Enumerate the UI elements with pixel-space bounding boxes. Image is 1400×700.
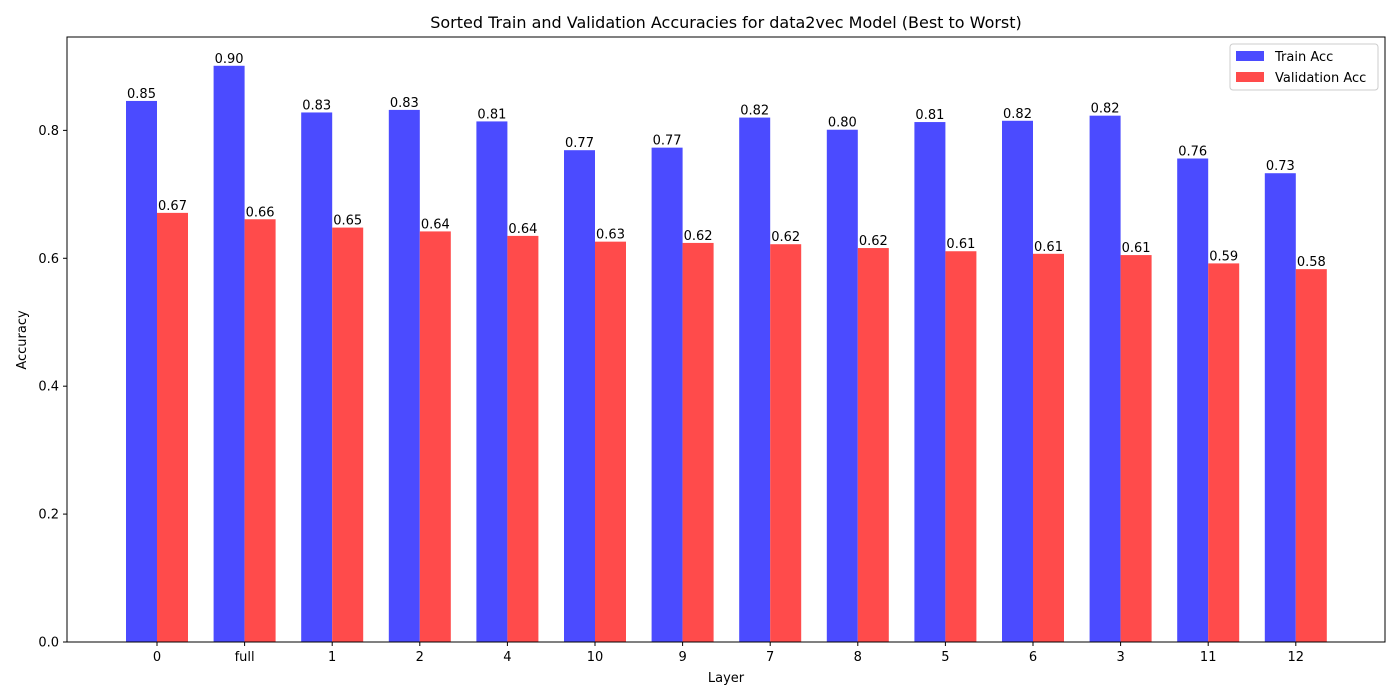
x-tick-label-12: 12	[1288, 650, 1305, 665]
validation-value-label-5: 0.61	[946, 237, 975, 252]
validation-value-label-1: 0.65	[333, 214, 362, 229]
x-tick-label-3: 3	[1116, 650, 1124, 665]
validation-bar-10	[595, 241, 626, 642]
x-tick-label-4: 4	[503, 650, 511, 665]
validation-value-label-7: 0.62	[771, 230, 800, 245]
y-tick-label-0.6: 0.6	[38, 252, 59, 267]
validation-bar-7	[770, 244, 802, 643]
x-tick-label-6: 6	[1029, 650, 1037, 665]
validation-bar-full	[244, 219, 276, 642]
validation-bar-1	[332, 227, 364, 642]
train-bar-9	[651, 147, 683, 643]
legend-box	[1229, 43, 1379, 91]
x-tick-label-1: 1	[328, 650, 336, 665]
x-tick-label-9: 9	[678, 650, 686, 665]
train-bar-5	[914, 122, 946, 643]
x-tick-label-0: 0	[153, 650, 161, 665]
validation-bar-9	[682, 242, 714, 642]
validation-bar-0	[157, 212, 188, 643]
legend: Train Acc Validation Acc	[1229, 43, 1379, 91]
train-bar-0	[126, 100, 157, 642]
y-tick-label-0.2: 0.2	[38, 508, 59, 523]
chart-title: Sorted Train and Validation Accuracies f…	[430, 13, 1022, 32]
legend-label-train: Train Acc	[1274, 50, 1333, 65]
validation-value-label-2: 0.64	[421, 217, 450, 232]
train-value-label-1: 0.83	[302, 98, 331, 113]
validation-value-label-9: 0.62	[684, 229, 713, 244]
legend-swatch-train	[1236, 51, 1264, 61]
train-value-label-6: 0.82	[1003, 107, 1032, 122]
train-value-label-5: 0.81	[915, 108, 944, 123]
legend-swatch-validation	[1236, 72, 1264, 82]
legend-label-validation: Validation Acc	[1275, 71, 1366, 86]
x-tick-label-5: 5	[941, 650, 949, 665]
train-bar-7	[739, 117, 771, 642]
train-bar-10	[564, 150, 595, 642]
validation-value-label-3: 0.61	[1122, 241, 1151, 256]
validation-bar-12	[1295, 269, 1327, 642]
train-bar-11	[1177, 158, 1209, 642]
validation-value-label-4: 0.64	[508, 222, 537, 237]
train-bar-2	[388, 109, 420, 642]
train-bar-full	[213, 65, 245, 643]
validation-value-label-11: 0.59	[1209, 249, 1238, 264]
validation-bar-2	[419, 231, 451, 642]
validation-bar-8	[857, 248, 889, 642]
y-tick-label-0.8: 0.8	[38, 124, 59, 139]
train-value-label-7: 0.82	[740, 104, 769, 119]
train-value-label-0: 0.85	[127, 87, 156, 102]
train-bar-4	[476, 121, 508, 643]
train-bar-12	[1264, 173, 1296, 642]
validation-value-label-12: 0.58	[1297, 255, 1326, 270]
train-value-label-10: 0.77	[565, 136, 594, 151]
x-tick-label-11: 11	[1200, 650, 1217, 665]
train-value-label-11: 0.76	[1178, 145, 1207, 160]
train-value-label-full: 0.90	[215, 52, 244, 67]
validation-value-label-0: 0.67	[158, 199, 187, 214]
validation-value-label-10: 0.63	[596, 228, 625, 243]
y-axis-label: Accuracy	[15, 310, 30, 370]
validation-bar-6	[1033, 253, 1064, 643]
validation-value-label-6: 0.61	[1034, 240, 1063, 255]
y-tick-label-0.0: 0.0	[38, 636, 59, 651]
x-axis-label: Layer	[708, 671, 745, 686]
validation-value-label-8: 0.62	[859, 234, 888, 249]
train-value-label-9: 0.77	[653, 134, 682, 149]
validation-bar-11	[1208, 263, 1240, 642]
train-value-label-12: 0.73	[1266, 159, 1295, 174]
y-tick-label-0.4: 0.4	[38, 380, 59, 395]
train-value-label-4: 0.81	[477, 107, 506, 122]
train-bar-8	[826, 129, 858, 643]
train-bar-1	[301, 112, 333, 643]
x-tick-label-2: 2	[416, 650, 424, 665]
validation-value-label-full: 0.66	[246, 205, 275, 220]
validation-bar-3	[1120, 255, 1152, 642]
train-bar-3	[1089, 115, 1121, 643]
train-value-label-2: 0.83	[390, 96, 419, 111]
validation-bar-4	[507, 235, 539, 642]
x-tick-label-10: 10	[587, 650, 604, 665]
plot-frame	[66, 36, 1386, 643]
plot-area: 0.850.900.83 0.830.810.77 0.770.820.800.81…	[38, 36, 1386, 665]
x-tick-label-8: 8	[854, 650, 862, 665]
train-value-label-3: 0.82	[1091, 102, 1120, 117]
train-value-label-8: 0.80	[828, 116, 857, 131]
validation-bar-5	[945, 251, 977, 642]
x-tick-label-full: full	[235, 650, 255, 665]
x-tick-label-7: 7	[766, 650, 774, 665]
train-bar-6	[1002, 120, 1033, 643]
